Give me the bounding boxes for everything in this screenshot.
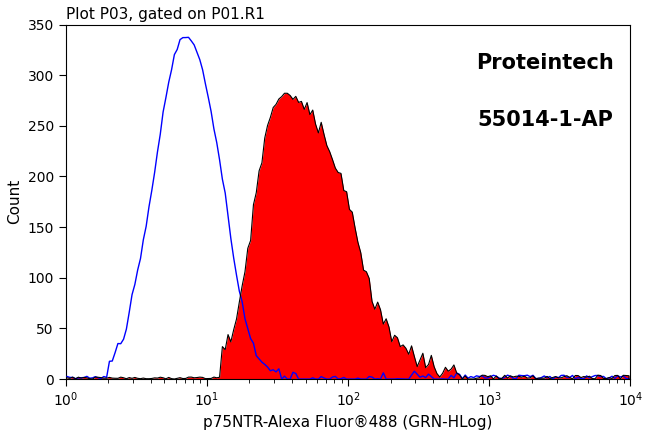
- Text: Plot P03, gated on P01.R1: Plot P03, gated on P01.R1: [66, 7, 265, 22]
- Y-axis label: Count: Count: [7, 179, 22, 225]
- Text: Proteintech: Proteintech: [476, 53, 614, 73]
- Text: 55014-1-AP: 55014-1-AP: [478, 110, 614, 130]
- X-axis label: p75NTR-Alexa Fluor®488 (GRN-HLog): p75NTR-Alexa Fluor®488 (GRN-HLog): [203, 415, 493, 430]
